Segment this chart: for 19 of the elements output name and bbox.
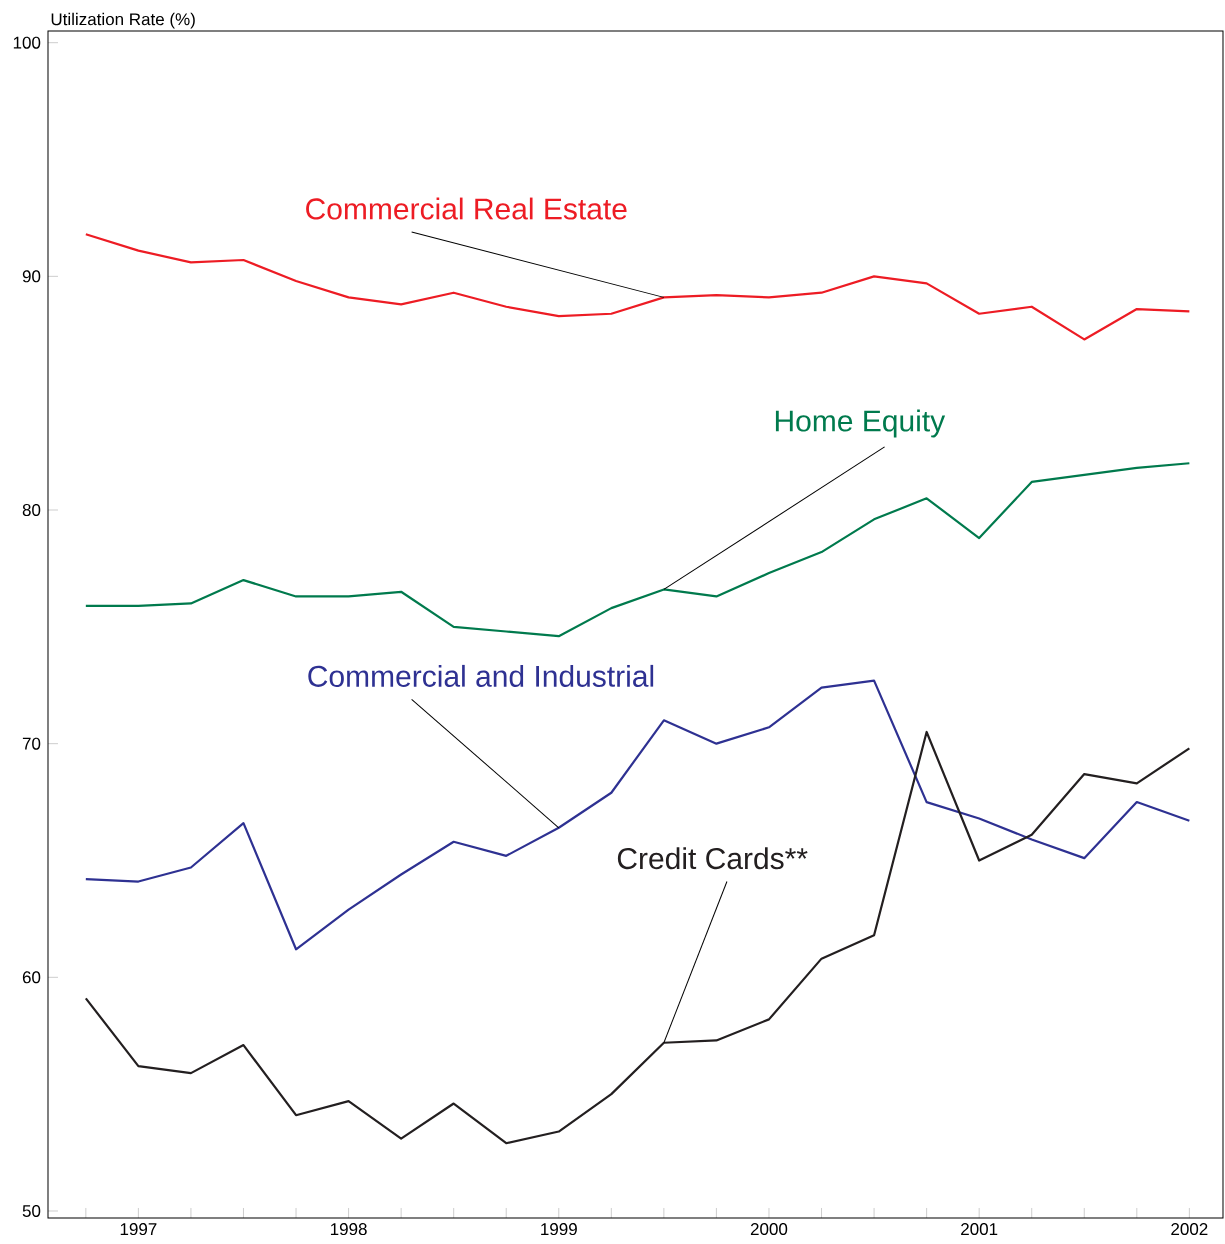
y-tick-label: 90 bbox=[22, 270, 41, 283]
y-tick-label: 50 bbox=[22, 1204, 41, 1217]
y-tick-label: 80 bbox=[22, 504, 41, 517]
x-tick-label: 2002 bbox=[1171, 1223, 1208, 1236]
line-series bbox=[84, 233, 1191, 341]
y-tick-label: 70 bbox=[22, 737, 41, 750]
text: Credit Cards** bbox=[617, 847, 808, 870]
x-tick-label: 1997 bbox=[120, 1223, 157, 1236]
x-tick-label: 2001 bbox=[961, 1223, 998, 1236]
line-series bbox=[84, 730, 1191, 1145]
y-axis-title: Utilization Rate (%) bbox=[51, 12, 195, 29]
series-label: Commercial and Industrial bbox=[308, 664, 654, 687]
x-tick-label: 2000 bbox=[750, 1223, 788, 1236]
x-tick-label: 1999 bbox=[541, 1223, 577, 1236]
text: Commercial Real Estate bbox=[306, 197, 627, 220]
y-tick-label: 100 bbox=[13, 36, 41, 49]
text: Home Equity bbox=[775, 409, 946, 438]
x-tick-label: 1998 bbox=[330, 1223, 367, 1236]
y-tick-label: 60 bbox=[22, 971, 41, 984]
